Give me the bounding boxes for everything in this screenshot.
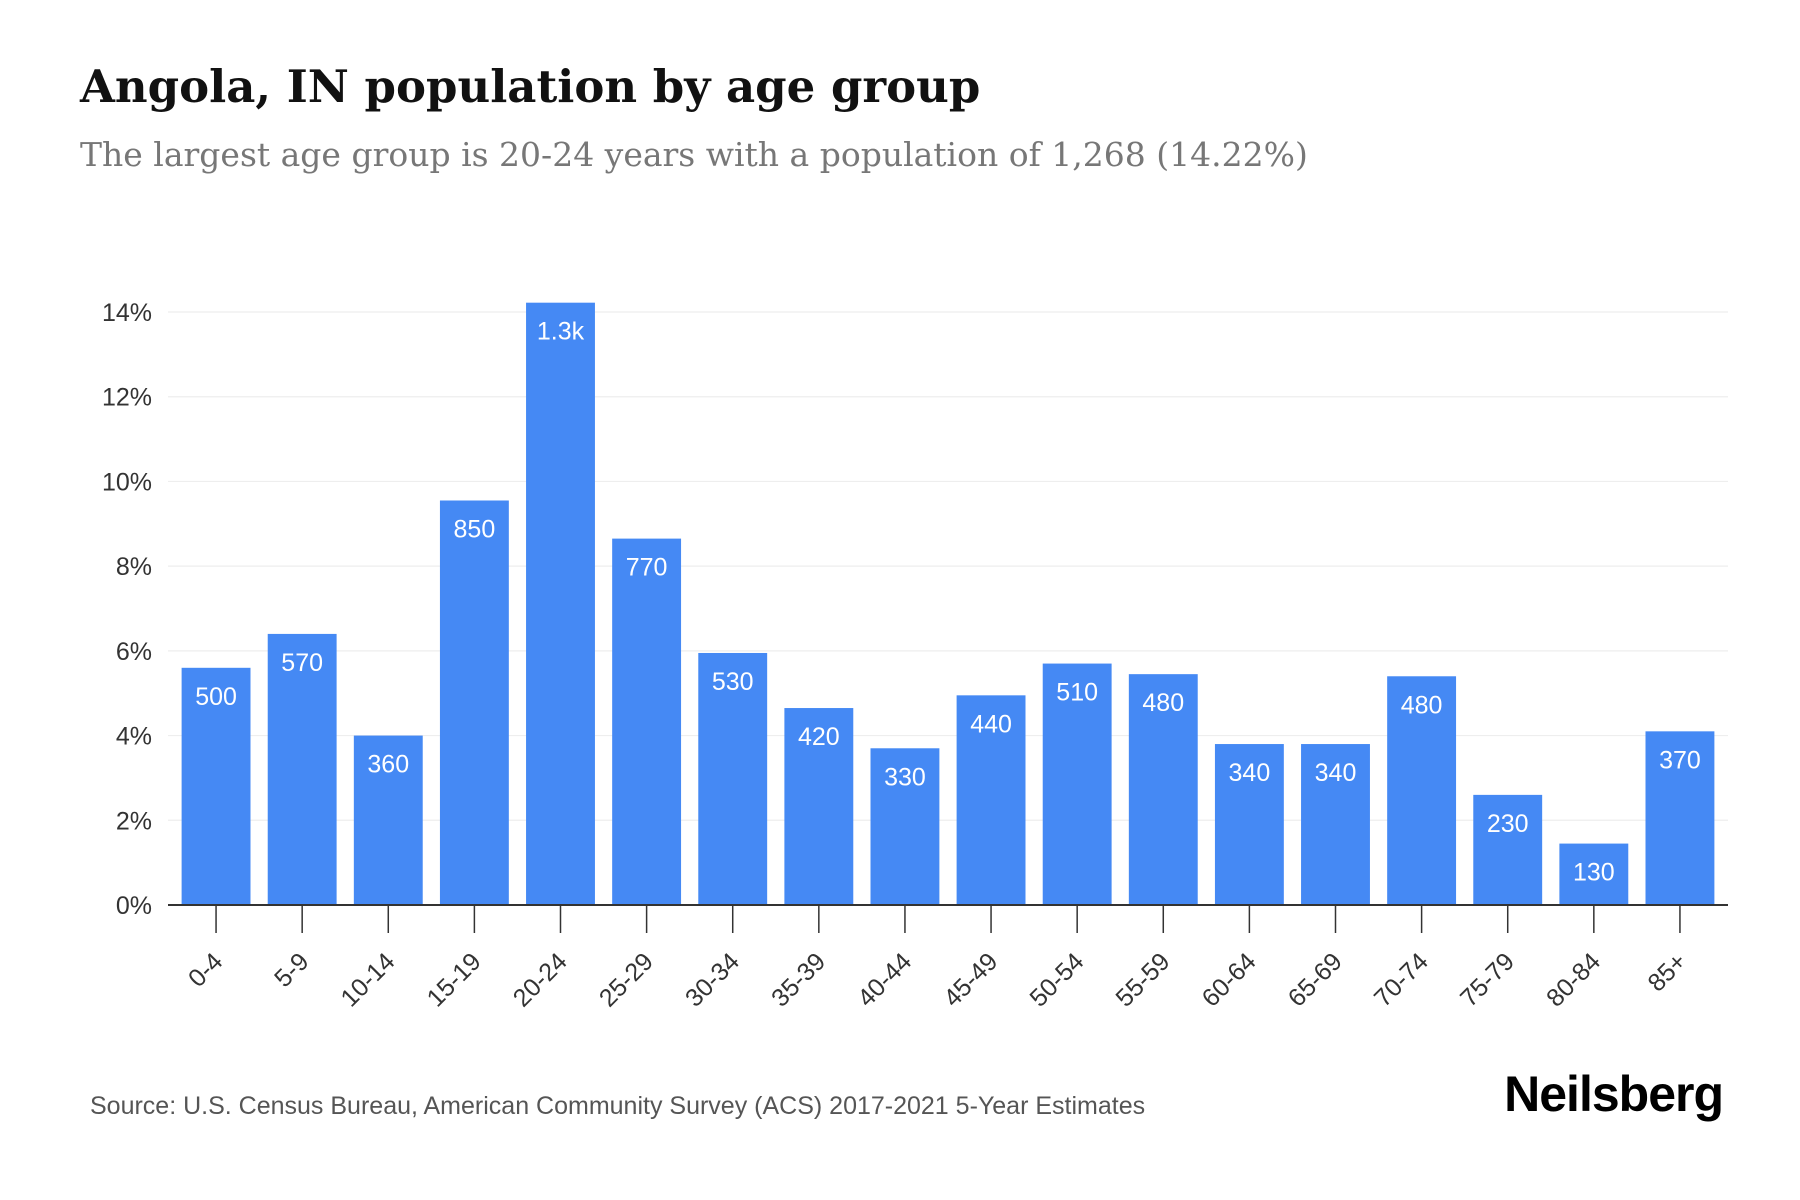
- bar: [1645, 731, 1715, 905]
- bar-value-label: 530: [712, 668, 754, 696]
- y-tick-label: 0%: [116, 892, 152, 920]
- bar-value-label: 480: [1142, 689, 1184, 717]
- bar: [1387, 676, 1457, 905]
- bar-value-label: 340: [1315, 759, 1357, 787]
- bar-value-label: 370: [1659, 746, 1701, 774]
- bar-value-label: 510: [1056, 679, 1098, 707]
- bar-value-label: 500: [195, 683, 237, 711]
- bar-value-label: 130: [1573, 859, 1615, 887]
- bar: [612, 538, 682, 905]
- x-tick-label: 80-84: [1541, 947, 1606, 1012]
- bar-value-label: 420: [798, 723, 840, 751]
- x-tick-label: 85+: [1642, 947, 1692, 997]
- bar-value-label: 330: [884, 763, 926, 791]
- bar-value-label: 1.3k: [537, 318, 585, 346]
- x-tick-label: 10-14: [335, 947, 400, 1012]
- bar: [1128, 674, 1198, 905]
- x-tick-label: 60-64: [1197, 947, 1262, 1012]
- x-tick-label: 75-79: [1455, 947, 1520, 1012]
- y-tick-label: 10%: [102, 468, 152, 496]
- bar: [526, 302, 595, 906]
- bar: [181, 667, 251, 905]
- bar: [1559, 843, 1629, 905]
- x-tick-label: 35-39: [766, 947, 831, 1012]
- y-tick-label: 14%: [102, 299, 152, 327]
- bar: [267, 633, 337, 905]
- y-tick-label: 6%: [116, 638, 152, 666]
- x-tick-label: 55-59: [1110, 947, 1175, 1012]
- bar: [956, 695, 1026, 905]
- bar: [353, 735, 423, 905]
- y-tick-label: 8%: [116, 553, 152, 581]
- brand-logo: Neilsberg: [1504, 1066, 1724, 1122]
- x-tick-label: 45-49: [938, 947, 1003, 1012]
- y-tick-label: 4%: [116, 723, 152, 751]
- x-tick-label: 70-74: [1369, 947, 1434, 1012]
- y-tick-label: 12%: [102, 384, 152, 412]
- x-tick-label: 20-24: [508, 947, 573, 1012]
- chart-title: Angola, IN population by age group: [80, 60, 981, 113]
- source-note: Source: U.S. Census Bureau, American Com…: [90, 1092, 1146, 1120]
- x-tick-label: 50-54: [1024, 947, 1089, 1012]
- bar-value-label: 360: [367, 751, 409, 779]
- chart-subtitle: The largest age group is 20-24 years wit…: [80, 135, 1308, 174]
- bar: [870, 748, 940, 905]
- bar-value-label: 480: [1401, 691, 1443, 719]
- y-tick-label: 2%: [116, 807, 152, 835]
- bar: [1042, 663, 1112, 905]
- x-tick-label: 40-44: [852, 947, 917, 1012]
- x-tick-label: 15-19: [422, 947, 487, 1012]
- bar: [698, 652, 768, 905]
- bar-value-label: 570: [281, 649, 323, 677]
- x-tick-label: 0-4: [183, 947, 228, 992]
- bar: [784, 708, 854, 905]
- bar: [1214, 744, 1284, 905]
- bar-value-label: 440: [970, 710, 1012, 738]
- x-tick-label: 30-34: [680, 947, 745, 1012]
- bar-value-label: 230: [1487, 810, 1529, 838]
- bar-value-label: 770: [626, 554, 668, 582]
- bar: [1301, 744, 1370, 905]
- bar-value-label: 850: [454, 515, 496, 543]
- x-tick-label: 25-29: [594, 947, 659, 1012]
- bar: [1473, 794, 1543, 905]
- x-tick-label: 65-69: [1283, 947, 1348, 1012]
- x-tick-label: 5-9: [269, 947, 314, 992]
- bar: [439, 500, 509, 905]
- bar-value-label: 340: [1229, 759, 1271, 787]
